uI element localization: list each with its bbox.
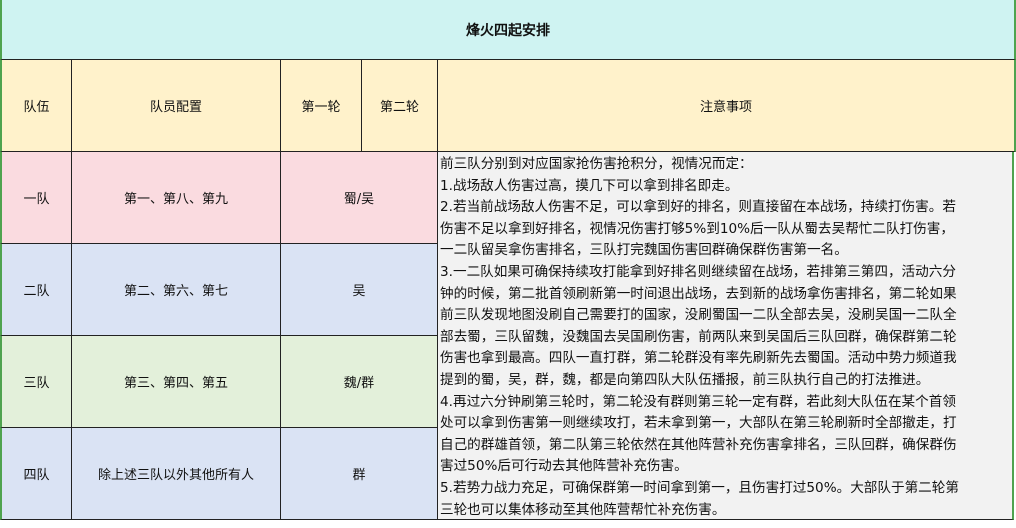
notes-line: 伤害也拿到最高。四队一直打群，第二轮群没有率先刷新先去蜀国。活动中势力频道我 (440, 350, 957, 367)
notes-line: 3.一二队如果可确保持续攻打能拿到好排名则继续留在战场，若排第三第四，活动六分 (440, 263, 956, 280)
notes-line: 处可以拿到伤害第一则继续攻打，若未拿到第一，大部队在第三轮刷新时全部撤走，打 (440, 415, 957, 432)
row-target: 群 (281, 428, 438, 520)
header-notes: 注意事项 (438, 60, 1016, 152)
row-target: 吴 (281, 244, 438, 336)
notes-line: 三轮也可以集体移动至其他阵营帮忙补充伤害。 (440, 501, 726, 518)
notes-cell: 前三队分别到对应国家抢伤害抢积分，视情况而定： 1.战场敌人伤害过高，摸几下可以拿… (438, 152, 1014, 520)
row-team: 一队 (0, 152, 72, 244)
row-members: 第二、第六、第七 (72, 244, 281, 336)
row-team: 三队 (0, 336, 72, 428)
header-members: 队员配置 (72, 60, 281, 152)
notes-line: 害过50%后可行动去其他阵营补充伤害。 (440, 458, 688, 475)
notes-line: 4.再过六分钟刷第三轮时，第二轮没有群则第三轮一定有群，若此刻大队伍在某个首领 (440, 393, 956, 410)
notes-line: 前三队发现地图没刷自己需要打的国家，没刷蜀国一二队全部去吴，没刷吴国一二队全 (440, 307, 957, 324)
row-members: 第一、第八、第九 (72, 152, 281, 244)
notes-line: 前三队分别到对应国家抢伤害抢积分，视情况而定： (440, 156, 753, 172)
header-round2: 第二轮 (362, 60, 438, 152)
row-target: 魏/群 (281, 336, 438, 428)
row-members: 第三、第四、第五 (72, 336, 281, 428)
row-team: 四队 (0, 428, 72, 520)
notes-line: 一二队留吴拿伤害排名，三队打完魏国伤害回群确保群伤害第一名。 (440, 242, 848, 259)
notes-line: 伤害不足以拿到好排名，视情况伤害打够5%到10%后一队从蜀去吴帮忙二队打伤害， (440, 220, 954, 237)
notes-line: 2.若当前战场敌人伤害不足，可以拿到好的排名，则直接留在本战场，持续打伤害。若 (440, 199, 956, 216)
notes-line: 钟的时候，第二批首领刷新第一时间退出战场，去到新的战场拿伤害排名，第二轮如果 (440, 285, 957, 302)
row-target: 蜀/吴 (281, 152, 438, 244)
notes-line: 5.若势力战力充足，可确保群第一时间拿到第一，且伤害打过50%。大部队于第二轮第 (440, 479, 959, 496)
notes-line: 自己的群雄首领，第二队第三轮依然在其他阵营补充伤害拿排名，三队回群，确保群伤 (440, 436, 957, 453)
sheet-title: 烽火四起安排 (0, 0, 1016, 60)
row-team: 二队 (0, 244, 72, 336)
row-members: 除上述三队以外其他所有人 (72, 428, 281, 520)
notes-line: 1.战场敌人伤害过高，摸几下可以拿到排名即走。 (440, 177, 739, 194)
notes-line: 部去蜀，三队留魏，没魏国去吴国刷伤害，前两队来到吴国后三队回群，确保群第二轮 (440, 328, 957, 345)
header-round1: 第一轮 (281, 60, 362, 152)
notes-line: 提到的蜀，吴，群，魏，都是向第四队大队伍播报，前三队执行自己的打法推进。 (440, 371, 930, 388)
header-team: 队伍 (0, 60, 72, 152)
